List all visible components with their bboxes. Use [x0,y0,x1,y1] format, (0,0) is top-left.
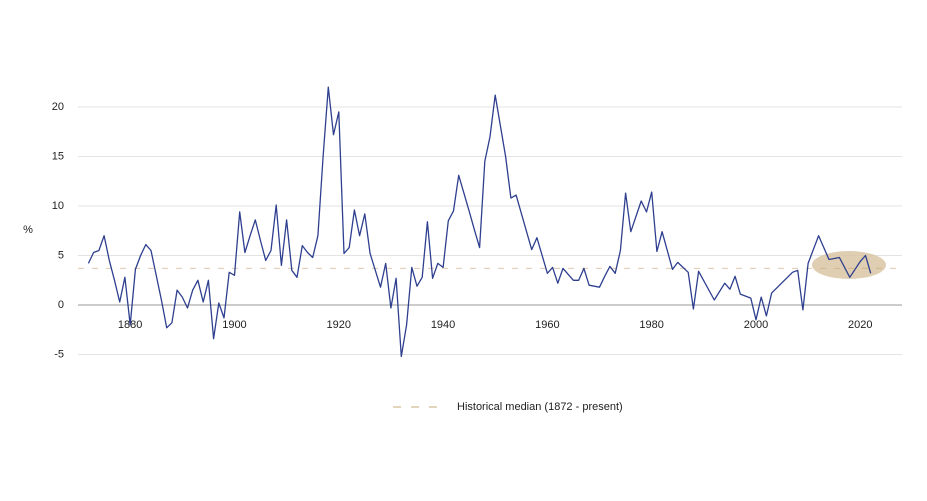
y-tick-label: 0 [58,299,64,311]
y-tick-label: 5 [58,249,64,261]
highlight [812,251,886,279]
y-tick-label: 20 [52,101,64,113]
y-tick-label: -5 [54,348,64,360]
x-tick-label: 2020 [848,319,872,331]
y-axis-label: % [23,224,33,236]
x-tick-label: 1900 [222,319,246,331]
y-tick-label: 15 [52,150,64,162]
x-tick-label: 1980 [639,319,663,331]
x-tick-label: 2000 [744,319,768,331]
x-tick-label: 1940 [431,319,455,331]
data-line [87,86,872,358]
x-tick-label: 1960 [535,319,559,331]
legend-label: Historical median (1872 - present) [457,401,623,413]
x-tick-label: 1920 [327,319,351,331]
y-tick-label: 10 [52,200,64,212]
